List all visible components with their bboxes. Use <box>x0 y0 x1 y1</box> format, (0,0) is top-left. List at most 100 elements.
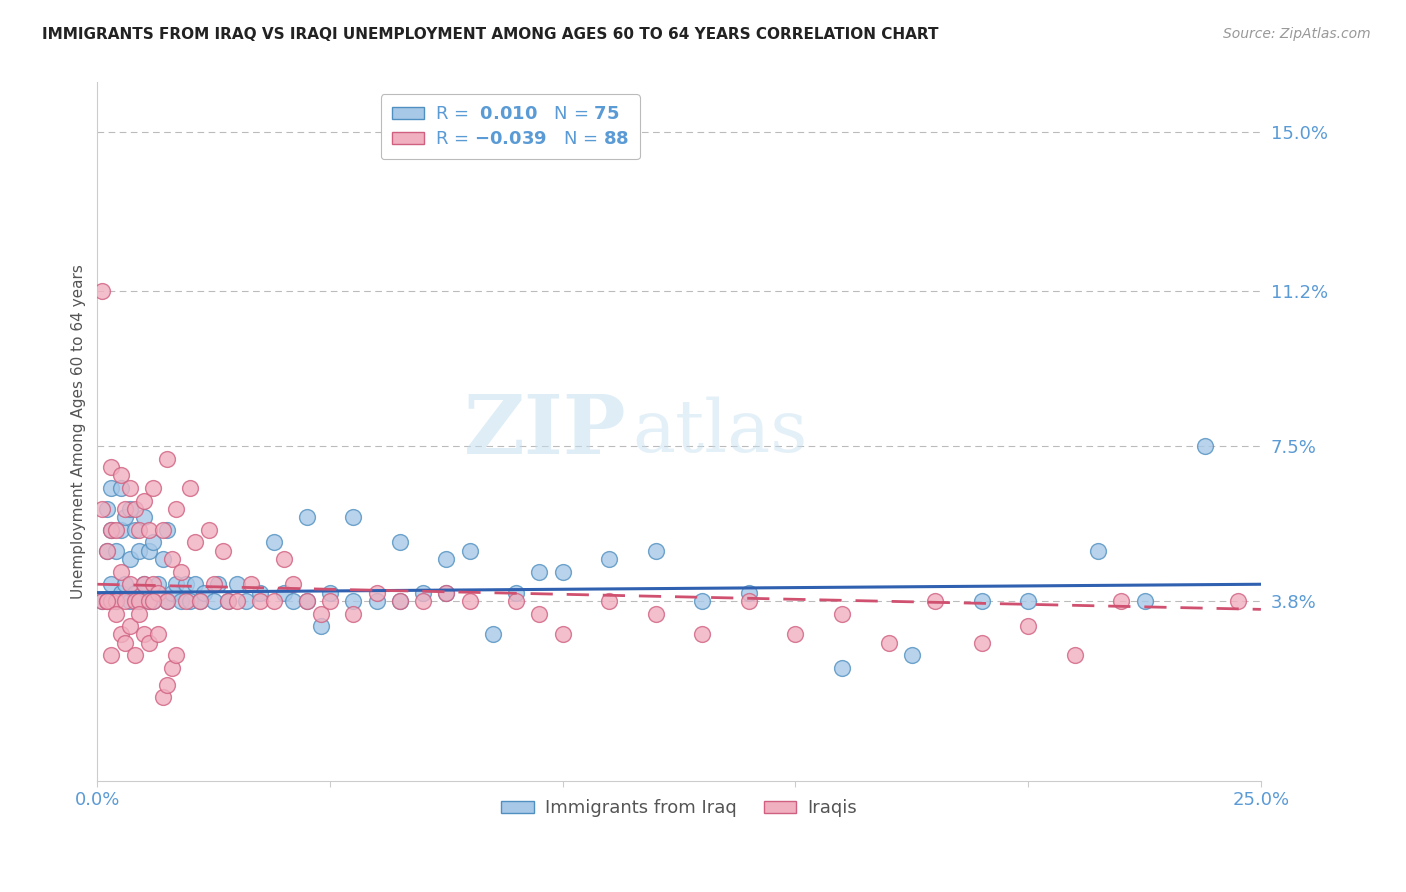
Point <box>366 594 388 608</box>
Point <box>104 523 127 537</box>
Point <box>91 594 114 608</box>
Point <box>1133 594 1156 608</box>
Point <box>249 585 271 599</box>
Point <box>96 594 118 608</box>
Y-axis label: Unemployment Among Ages 60 to 64 years: Unemployment Among Ages 60 to 64 years <box>72 264 86 599</box>
Point <box>202 594 225 608</box>
Point <box>388 535 411 549</box>
Point <box>124 585 146 599</box>
Point <box>110 565 132 579</box>
Point <box>152 523 174 537</box>
Point <box>249 594 271 608</box>
Point <box>174 577 197 591</box>
Point <box>124 502 146 516</box>
Point <box>1194 439 1216 453</box>
Point <box>281 594 304 608</box>
Point <box>110 481 132 495</box>
Point <box>273 552 295 566</box>
Point <box>124 648 146 663</box>
Point <box>100 594 122 608</box>
Point <box>366 585 388 599</box>
Point <box>128 594 150 608</box>
Point <box>263 594 285 608</box>
Point <box>170 565 193 579</box>
Point <box>1087 543 1109 558</box>
Point <box>114 577 136 591</box>
Point <box>142 577 165 591</box>
Point <box>901 648 924 663</box>
Point <box>458 594 481 608</box>
Point <box>482 627 505 641</box>
Point <box>239 577 262 591</box>
Point <box>281 577 304 591</box>
Point <box>110 468 132 483</box>
Point <box>388 594 411 608</box>
Point <box>146 577 169 591</box>
Point <box>217 594 239 608</box>
Point <box>1017 594 1039 608</box>
Point <box>124 594 146 608</box>
Point <box>235 594 257 608</box>
Point <box>100 481 122 495</box>
Point <box>118 552 141 566</box>
Text: ZIP: ZIP <box>464 392 627 472</box>
Point <box>207 577 229 591</box>
Point <box>118 619 141 633</box>
Point <box>295 594 318 608</box>
Point <box>295 594 318 608</box>
Point <box>436 585 458 599</box>
Point <box>319 585 342 599</box>
Text: Source: ZipAtlas.com: Source: ZipAtlas.com <box>1223 27 1371 41</box>
Point <box>551 565 574 579</box>
Point <box>1017 619 1039 633</box>
Point <box>110 585 132 599</box>
Point <box>114 636 136 650</box>
Point <box>132 493 155 508</box>
Point <box>226 594 249 608</box>
Point <box>138 523 160 537</box>
Point <box>160 552 183 566</box>
Point <box>295 510 318 524</box>
Point <box>166 648 188 663</box>
Point <box>128 523 150 537</box>
Point <box>692 594 714 608</box>
Text: atlas: atlas <box>633 396 808 467</box>
Point <box>142 535 165 549</box>
Point <box>96 543 118 558</box>
Point <box>309 619 332 633</box>
Point <box>132 627 155 641</box>
Point <box>160 661 183 675</box>
Point <box>128 594 150 608</box>
Point <box>156 451 179 466</box>
Point <box>198 523 221 537</box>
Point <box>342 510 364 524</box>
Point <box>124 523 146 537</box>
Point <box>100 523 122 537</box>
Point <box>202 577 225 591</box>
Point <box>104 543 127 558</box>
Point <box>436 552 458 566</box>
Point <box>100 648 122 663</box>
Point <box>118 502 141 516</box>
Point <box>156 523 179 537</box>
Point <box>692 627 714 641</box>
Point <box>831 607 853 621</box>
Point <box>138 594 160 608</box>
Text: IMMIGRANTS FROM IRAQ VS IRAQI UNEMPLOYMENT AMONG AGES 60 TO 64 YEARS CORRELATION: IMMIGRANTS FROM IRAQ VS IRAQI UNEMPLOYME… <box>42 27 939 42</box>
Point <box>179 594 201 608</box>
Point <box>970 594 993 608</box>
Point <box>1063 648 1085 663</box>
Point <box>166 502 188 516</box>
Point <box>529 607 551 621</box>
Point <box>188 594 211 608</box>
Point <box>388 594 411 608</box>
Point <box>138 594 160 608</box>
Point <box>146 585 169 599</box>
Point <box>166 577 188 591</box>
Point <box>924 594 946 608</box>
Point <box>156 678 179 692</box>
Legend: Immigrants from Iraq, Iraqis: Immigrants from Iraq, Iraqis <box>495 792 863 824</box>
Point <box>110 523 132 537</box>
Point <box>100 523 122 537</box>
Point <box>96 594 118 608</box>
